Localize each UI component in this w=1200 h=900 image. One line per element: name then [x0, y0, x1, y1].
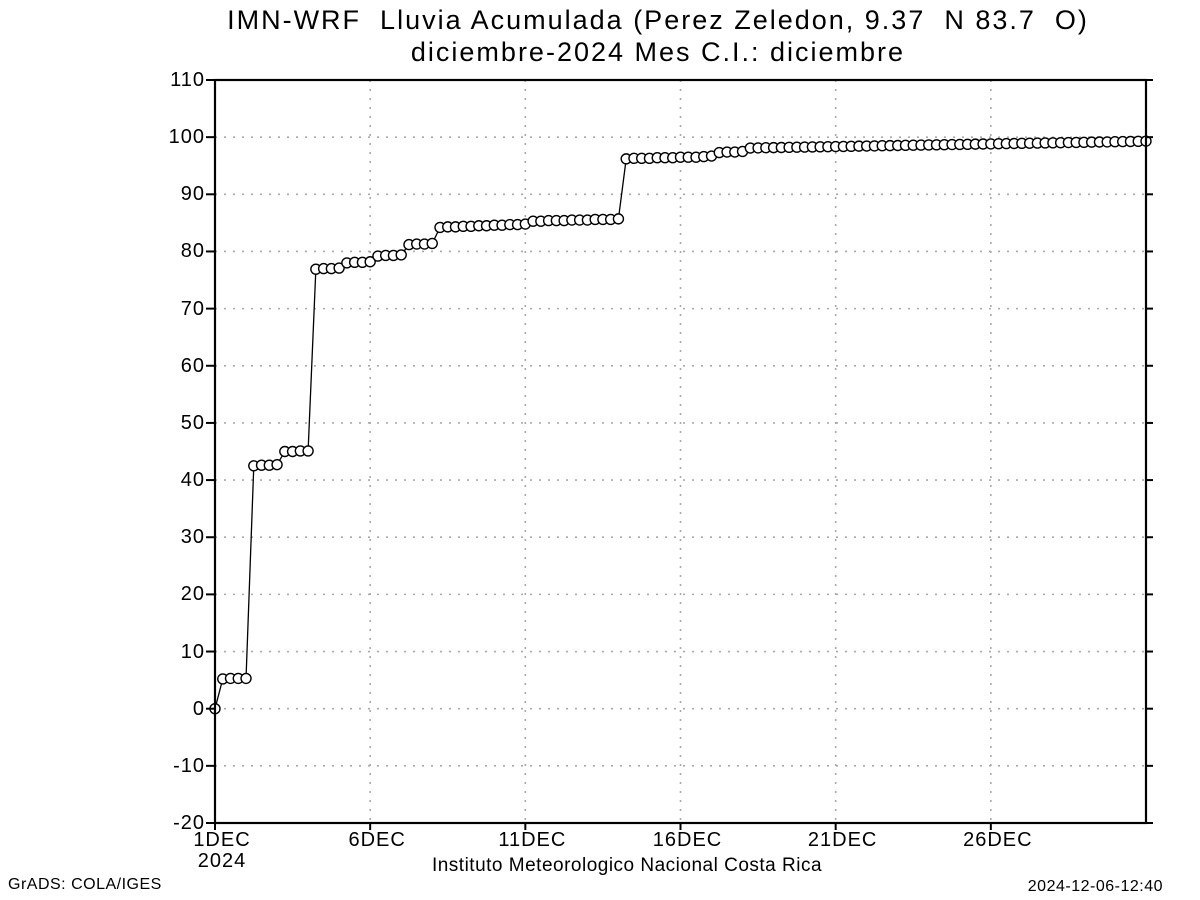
grads-credit-label: GrADS: COLA/IGES: [8, 876, 162, 893]
data-point-marker: [612, 213, 625, 225]
y-tick-label: 20: [180, 583, 205, 606]
timestamp-label: 2024-12-06-12:40: [1027, 878, 1163, 895]
y-tick-label: 60: [180, 354, 205, 377]
x-tick-label: 11DEC: [498, 829, 567, 851]
y-tick-label: 110: [170, 69, 205, 91]
x-tick-label: 6DEC: [348, 829, 406, 851]
x-tick-label: 1DEC: [193, 829, 251, 851]
data-point-marker: [395, 249, 407, 261]
x-tick-label: 21DEC: [807, 829, 878, 851]
data-point-marker: [240, 672, 252, 685]
y-tick-label: 30: [180, 526, 205, 549]
data-point-marker: [426, 237, 438, 250]
y-tick-label: 70: [180, 297, 205, 320]
y-tick-label: 80: [180, 240, 205, 263]
rainfall-line: [214, 140, 1147, 709]
y-tick-label: 90: [180, 183, 205, 206]
data-point-marker: [333, 262, 345, 274]
y-tick-label: -20: [173, 812, 205, 834]
data-point-marker: [271, 458, 283, 471]
x-tick-label: 16DEC: [652, 829, 723, 851]
data-point-marker: [302, 445, 314, 457]
y-tick-label: 10: [180, 640, 205, 663]
y-tick-label: 40: [180, 469, 205, 492]
y-tick-label: 0: [192, 697, 205, 720]
y-tick-label: -10: [173, 754, 205, 777]
chart-subtitle: diciembre-2024 Mes C.I.: diciembre: [410, 37, 906, 67]
data-point-marker: [364, 256, 376, 268]
y-tick-label: 100: [168, 126, 205, 149]
x-tick-label: 26DEC: [963, 829, 1033, 851]
x-axis-title: Instituto Meteorologico Nacional Costa R…: [431, 855, 823, 876]
chart-title: IMN-WRF Lluvia Acumulada (Perez Zeledon,…: [227, 5, 1089, 35]
x-tick-year-label: 2024: [197, 850, 247, 872]
y-tick-label: 50: [180, 411, 205, 434]
